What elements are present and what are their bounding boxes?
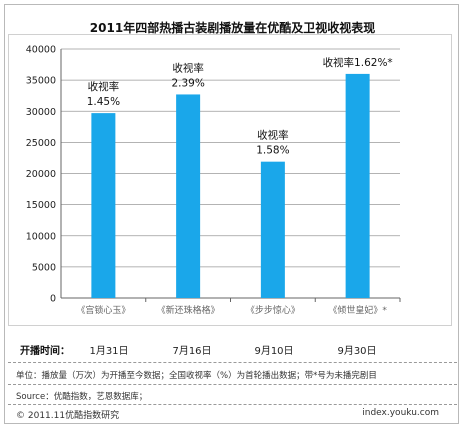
airing-date-1: 1月31日 — [89, 346, 129, 357]
divider-line — [8, 404, 457, 405]
y-tick-label: 0 — [50, 294, 56, 305]
x-tick-label: 《步步惊心》 — [246, 304, 300, 316]
airing-date-4: 9月30日 — [337, 346, 377, 357]
chart-title: 2011年四部热播古装剧播放量在优酷及卫视收视表现 — [89, 21, 376, 35]
x-tick-label: 《倾世皇妃》* — [328, 304, 387, 316]
data-label: 收视率 — [172, 61, 204, 74]
chart-area-border — [8, 34, 452, 326]
data-label: 1.58% — [256, 145, 289, 157]
x-tick-label: 《宫锁心玉》 — [76, 304, 130, 316]
y-tick-label: 5000 — [32, 262, 56, 273]
y-tick-label: 30000 — [26, 107, 56, 118]
website-note: index.youku.com — [362, 408, 439, 418]
bar — [345, 73, 370, 299]
divider-line — [8, 362, 457, 363]
y-tick-label: 35000 — [26, 76, 56, 87]
data-label: 收视率 — [88, 80, 120, 93]
y-tick-label: 25000 — [26, 138, 56, 149]
y-tick-label: 15000 — [26, 200, 56, 211]
airing-time-label: 开播时间： — [20, 346, 70, 357]
unit-note: 单位：播放量（万次）为开播至今数据；全国收视率（%）为首轮播出数据；带*号为未播… — [16, 371, 377, 381]
y-tick-label: 20000 — [26, 169, 56, 180]
source-note: Source：优酷指数，艺恩数据库； — [16, 392, 148, 402]
y-tick-label: 10000 — [26, 231, 56, 242]
x-tick-label: 《新还珠格格》 — [157, 304, 220, 316]
copyright-note: © 2011.11优酷指数研究 — [16, 411, 120, 421]
airing-date-3: 9月10日 — [254, 346, 294, 357]
bar — [260, 161, 285, 298]
bar — [176, 94, 201, 298]
airing-date-2: 7月16日 — [172, 346, 212, 357]
divider-line — [8, 384, 457, 385]
data-label: 收视率 — [257, 129, 289, 142]
y-tick-label: 40000 — [26, 45, 56, 56]
bar — [91, 113, 116, 299]
chart-frame — [4, 4, 459, 424]
data-label: 收视率1.62%* — [323, 56, 393, 69]
data-label: 2.39% — [171, 77, 204, 89]
data-label: 1.45% — [87, 96, 120, 108]
